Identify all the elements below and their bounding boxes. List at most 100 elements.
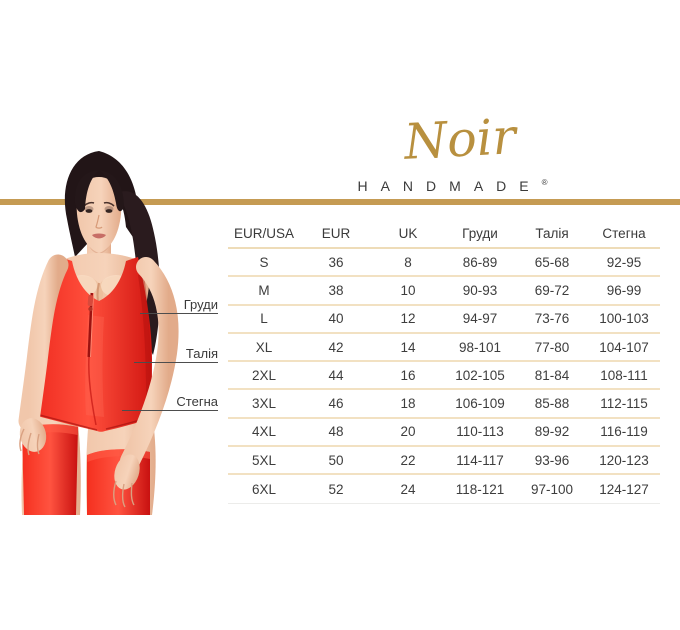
hair-front-right bbox=[99, 170, 124, 212]
size-table-header-row: EUR/USA EUR UK Груди Талія Стегна bbox=[228, 219, 660, 249]
brand-wordmark: HANDMADE® bbox=[340, 178, 565, 194]
model-photo bbox=[18, 151, 179, 515]
size-row-3xl: 3XL 46 18 106-109 85-88 112-115 bbox=[228, 390, 660, 419]
cell-uk: 14 bbox=[400, 339, 416, 355]
cell-chest: 98-101 bbox=[458, 339, 502, 355]
cell-chest: 118-121 bbox=[455, 481, 505, 497]
cell-waist: 89-92 bbox=[534, 424, 570, 440]
size-row-2xl: 2XL 44 16 102-105 81-84 108-111 bbox=[228, 362, 660, 391]
lips bbox=[92, 233, 106, 239]
col-header-uk: UK bbox=[398, 225, 418, 241]
cell-size: 2XL bbox=[251, 367, 277, 383]
size-row-s: S 36 8 86-89 65-68 92-95 bbox=[228, 249, 660, 278]
waist-pointer-line bbox=[134, 362, 218, 363]
cell-waist: 77-80 bbox=[534, 339, 570, 355]
cell-waist: 81-84 bbox=[534, 367, 570, 383]
cell-hips: 92-95 bbox=[606, 254, 642, 270]
cell-chest: 102-105 bbox=[455, 367, 505, 383]
eye-left bbox=[85, 209, 93, 213]
cell-chest: 106-109 bbox=[455, 396, 505, 412]
size-row-xl: XL 42 14 98-101 77-80 104-107 bbox=[228, 334, 660, 363]
size-row-4xl: 4XL 48 20 110-113 89-92 116-119 bbox=[228, 419, 660, 448]
cell-eur: 40 bbox=[328, 311, 344, 327]
cell-waist: 85-88 bbox=[534, 396, 570, 412]
right-hand-fingers bbox=[113, 480, 135, 508]
cell-uk: 18 bbox=[400, 396, 416, 412]
brand-script-logo: Noir bbox=[402, 108, 518, 171]
cell-eur: 50 bbox=[328, 452, 344, 468]
cell-uk: 10 bbox=[400, 282, 416, 298]
cell-size: XL bbox=[255, 339, 273, 355]
cell-size: 6XL bbox=[251, 481, 277, 497]
cell-hips: 124-127 bbox=[599, 481, 649, 497]
cell-chest: 94-97 bbox=[462, 311, 498, 327]
cell-eur: 36 bbox=[328, 254, 344, 270]
bodysuit-side-shadow bbox=[138, 275, 152, 415]
cell-size: 5XL bbox=[251, 452, 277, 468]
col-header-chest: Груди bbox=[462, 225, 498, 241]
cell-hips: 100-103 bbox=[599, 311, 649, 327]
chest-pointer-line bbox=[140, 313, 218, 314]
zipper-pull bbox=[87, 295, 94, 307]
zipper-pull-ring bbox=[88, 306, 93, 312]
cell-chest: 110-113 bbox=[456, 424, 504, 440]
cell-hips: 120-123 bbox=[599, 452, 649, 468]
cell-eur: 44 bbox=[328, 367, 344, 383]
cell-waist: 69-72 bbox=[534, 282, 570, 298]
cell-waist: 73-76 bbox=[534, 311, 570, 327]
size-chart-table: EUR/USA EUR UK Груди Талія Стегна S 36 8… bbox=[228, 219, 660, 504]
cell-chest: 90-93 bbox=[462, 282, 498, 298]
size-row-6xl: 6XL 52 24 118-121 97-100 124-127 bbox=[228, 475, 660, 504]
cell-hips: 116-119 bbox=[600, 424, 648, 440]
cell-uk: 16 bbox=[400, 367, 416, 383]
size-row-5xl: 5XL 50 22 114-117 93-96 120-123 bbox=[228, 447, 660, 476]
cell-uk: 8 bbox=[404, 254, 412, 270]
cell-hips: 112-115 bbox=[600, 396, 648, 412]
left-hand-fingers bbox=[19, 428, 40, 456]
size-row-l: L 40 12 94-97 73-76 100-103 bbox=[228, 306, 660, 334]
cell-eur: 42 bbox=[328, 339, 344, 355]
cell-size: L bbox=[260, 311, 268, 327]
cell-uk: 20 bbox=[400, 424, 416, 440]
cell-size: 3XL bbox=[251, 396, 277, 412]
cell-size: 4XL bbox=[251, 424, 277, 440]
cell-waist: 65-68 bbox=[534, 254, 570, 270]
hips-pointer-line bbox=[122, 410, 218, 411]
registered-trademark-symbol: ® bbox=[541, 178, 548, 187]
cell-size: M bbox=[258, 282, 270, 298]
col-header-waist: Талія bbox=[535, 225, 569, 241]
hair-front-left bbox=[74, 170, 99, 213]
cell-uk: 24 bbox=[400, 481, 416, 497]
nose bbox=[95, 214, 103, 229]
bodysuit-center-highlight bbox=[85, 315, 104, 417]
neck-shadow bbox=[88, 243, 110, 254]
col-header-hips: Стегна bbox=[602, 225, 646, 241]
left-arm bbox=[18, 254, 69, 432]
cell-hips: 96-99 bbox=[606, 282, 642, 298]
cell-hips: 108-111 bbox=[600, 367, 648, 383]
waist-measure-label: Талія bbox=[185, 346, 218, 361]
eye-right bbox=[105, 209, 113, 213]
cell-size: S bbox=[259, 254, 269, 270]
cell-uk: 12 bbox=[400, 311, 416, 327]
left-hand bbox=[19, 418, 47, 452]
size-row-m: M 38 10 90-93 69-72 96-99 bbox=[228, 277, 660, 306]
zipper-track-highlight bbox=[90, 292, 94, 358]
bodysuit bbox=[34, 257, 155, 432]
gold-divider-rule bbox=[0, 199, 680, 205]
col-header-eur: EUR bbox=[321, 225, 351, 241]
cell-eur: 52 bbox=[328, 481, 344, 497]
cell-eur: 46 bbox=[328, 396, 344, 412]
cell-chest: 86-89 bbox=[462, 254, 498, 270]
chest-measure-label: Груди bbox=[183, 297, 218, 312]
cell-chest: 114-117 bbox=[456, 452, 504, 468]
cell-hips: 104-107 bbox=[599, 339, 649, 355]
zipper-seam bbox=[88, 356, 97, 426]
cell-eur: 48 bbox=[328, 424, 344, 440]
cell-waist: 97-100 bbox=[530, 481, 574, 497]
cell-uk: 22 bbox=[400, 452, 416, 468]
cell-waist: 93-96 bbox=[534, 452, 570, 468]
right-arm bbox=[120, 257, 179, 471]
brand-wordmark-text: HANDMADE bbox=[357, 178, 542, 194]
